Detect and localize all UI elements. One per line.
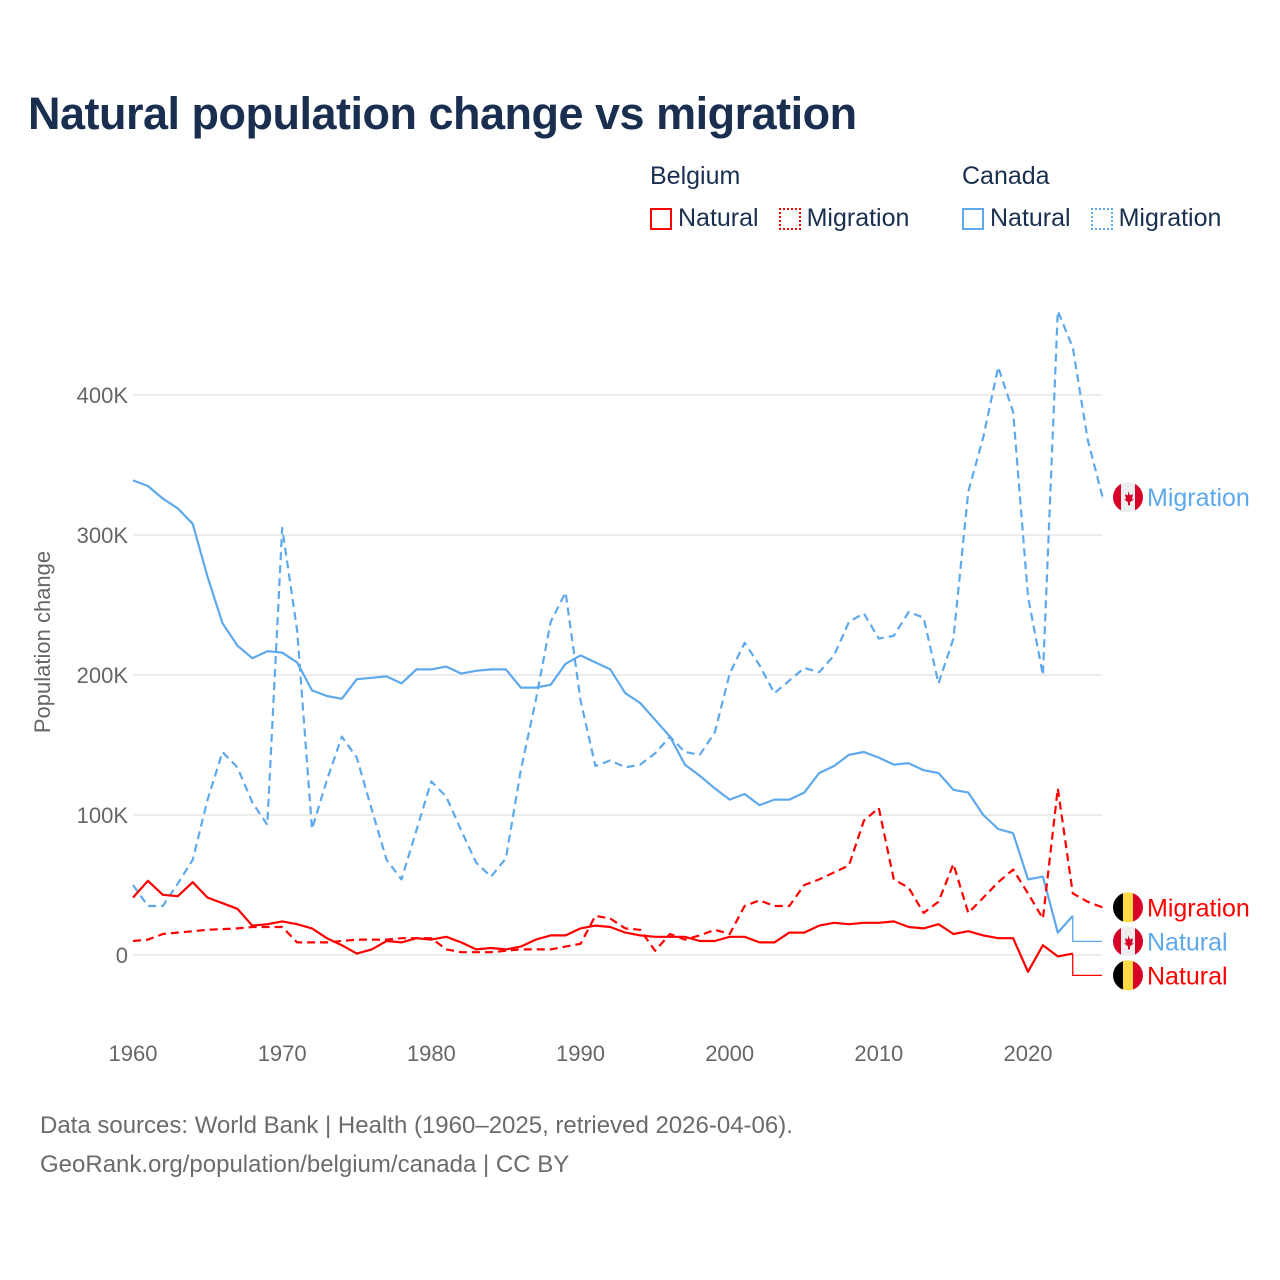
legend-group-canada: Canada Natural Migration (962, 162, 1221, 233)
legend-swatch-dotted (778, 207, 801, 230)
x-tick-label: 1990 (556, 1041, 605, 1066)
series-end-label: Natural (1147, 962, 1228, 990)
legend-swatch-dotted (1090, 207, 1113, 230)
x-tick-label: 1970 (258, 1041, 307, 1066)
y-tick-label: 0 (116, 943, 128, 968)
footer-link[interactable]: GeoRank.org/population/belgium/canada | … (40, 1151, 570, 1178)
footer-sources: Data sources: World Bank | Health (1960–… (40, 1112, 793, 1139)
x-tick-label: 2010 (854, 1041, 903, 1066)
x-tick-label: 1960 (109, 1041, 158, 1066)
legend-group-title: Belgium (650, 162, 741, 190)
legend-label: Migration (1118, 204, 1222, 232)
series-end-label: Natural (1147, 928, 1228, 956)
y-tick-label: 400K (77, 383, 129, 408)
legend-group-belgium: Belgium Natural Migration (650, 162, 929, 233)
series-end-label: Migration (1147, 484, 1250, 512)
x-tick-label: 2000 (705, 1041, 754, 1066)
legend-label: Migration (806, 204, 910, 232)
x-tick-label: 1980 (407, 1041, 456, 1066)
series-line-belgium-natural (132, 879, 1074, 973)
legend-item-belgium-migration[interactable]: Migration (778, 204, 910, 233)
y-axis-label: Population change (30, 551, 55, 733)
belgium-flag-icon (1113, 960, 1143, 991)
legend-label: Natural (678, 204, 759, 232)
legend-item-belgium-natural[interactable]: Natural (650, 204, 759, 233)
belgium-flag-icon (1113, 892, 1143, 923)
y-tick-label: 200K (77, 663, 129, 688)
label-leader-line (1072, 915, 1102, 943)
x-tick-label: 2020 (1004, 1041, 1053, 1066)
legend-item-canada-migration[interactable]: Migration (1090, 204, 1222, 233)
footer: Data sources: World Bank | Health (1960–… (40, 1106, 793, 1184)
legend-item-canada-natural[interactable]: Natural (962, 204, 1071, 233)
chart-title: Natural population change vs migration (28, 88, 857, 139)
series-line-canada-migration (132, 309, 1104, 908)
canada-flag-icon (1113, 926, 1143, 957)
canada-flag-icon (1113, 482, 1143, 513)
legend-group-title: Canada (962, 162, 1050, 190)
series-end-label: Migration (1147, 894, 1250, 922)
legend-swatch-solid (650, 207, 672, 230)
series-line-belgium-migration (132, 787, 1103, 954)
legend-label: Natural (990, 204, 1071, 232)
y-tick-label: 100K (77, 803, 129, 828)
y-tick-label: 300K (77, 523, 129, 548)
series-line-canada-natural (132, 479, 1074, 934)
label-leader-line (1072, 953, 1102, 977)
legend-swatch-solid (962, 207, 984, 230)
